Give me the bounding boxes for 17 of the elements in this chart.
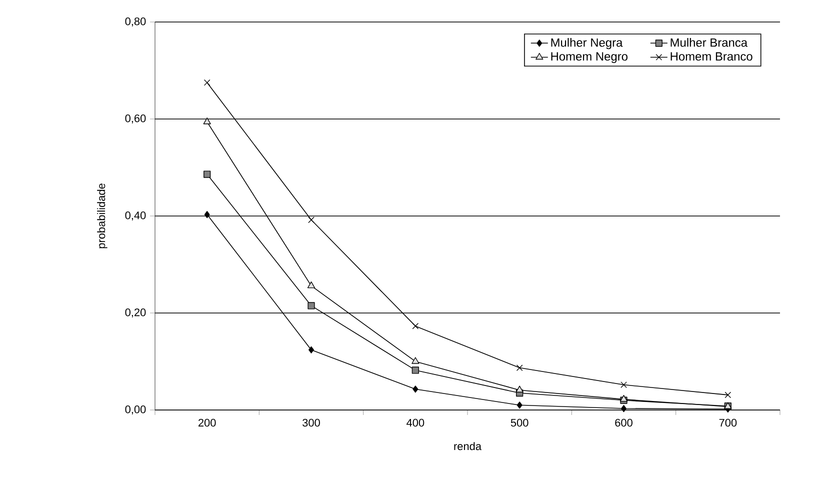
legend-label: Mulher Branca — [670, 38, 748, 47]
x-axis-title: renda — [454, 442, 482, 450]
x-tick-label: 600 — [615, 418, 632, 427]
legend-label: Mulher Negra — [551, 38, 623, 50]
x-tick-label: 700 — [719, 418, 737, 427]
legend-label: Homem Negro — [551, 52, 628, 64]
x-tick-label: 200 — [198, 418, 216, 427]
y-tick-label: 0,40 — [125, 211, 146, 221]
x-tick-label: 400 — [406, 418, 424, 427]
y-tick-label: 0,60 — [125, 114, 146, 124]
y-axis-title: probabilidade — [97, 184, 108, 248]
y-tick-label: 0,20 — [125, 308, 146, 318]
x-tick-label: 500 — [510, 418, 528, 427]
x-tick-label: 300 — [302, 418, 320, 427]
legend-label: Homem Branco — [670, 52, 752, 61]
y-tick-label: 0,00 — [125, 405, 146, 415]
y-tick-label: 0,80 — [125, 17, 146, 27]
